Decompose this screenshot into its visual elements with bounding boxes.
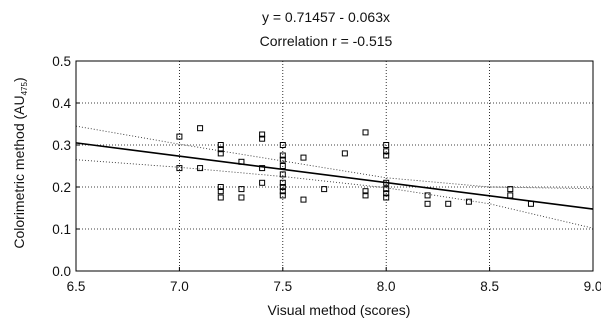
data-point bbox=[383, 179, 390, 186]
data-point bbox=[197, 125, 204, 132]
y-tick-label: 0.4 bbox=[52, 96, 71, 111]
data-point bbox=[424, 192, 431, 199]
y-tick-label: 0.0 bbox=[52, 264, 71, 279]
data-point bbox=[362, 192, 369, 199]
data-point bbox=[383, 142, 390, 148]
chart-title-equation: y = 0.71457 - 0.063x bbox=[262, 9, 390, 25]
data-point bbox=[217, 150, 224, 157]
y-tick-label: 0.3 bbox=[52, 138, 71, 153]
data-point bbox=[279, 142, 286, 148]
data-point bbox=[300, 154, 307, 161]
data-point bbox=[383, 186, 390, 193]
y-tick-label: 0.5 bbox=[52, 54, 71, 69]
data-point bbox=[197, 165, 204, 172]
x-tick-label: 8.5 bbox=[480, 279, 499, 294]
confidence-band bbox=[75, 125, 594, 229]
data-point bbox=[279, 192, 286, 199]
data-point bbox=[217, 142, 224, 148]
x-tick-label: 8.0 bbox=[377, 279, 396, 294]
data-point bbox=[527, 200, 534, 207]
y-axis-label-main: Colorimetric method (AU bbox=[11, 95, 27, 248]
x-tick-label: 6.5 bbox=[67, 279, 86, 294]
x-tick-label: 7.0 bbox=[170, 279, 189, 294]
x-tick-label: 9.0 bbox=[584, 279, 601, 294]
data-point bbox=[383, 194, 390, 201]
data-point bbox=[321, 186, 328, 193]
data-point bbox=[176, 165, 183, 172]
plot-frame bbox=[75, 60, 594, 272]
data-points bbox=[176, 125, 534, 207]
data-point bbox=[445, 200, 452, 207]
grid-lines bbox=[76, 61, 593, 271]
data-point bbox=[238, 158, 245, 165]
x-axis-label: Visual method (scores) bbox=[268, 302, 411, 318]
y-axis-label-close: ) bbox=[11, 77, 27, 82]
data-point bbox=[383, 190, 390, 197]
data-point bbox=[238, 194, 245, 201]
data-point bbox=[383, 148, 390, 155]
data-point bbox=[259, 165, 266, 172]
data-point bbox=[507, 186, 514, 193]
y-axis-label: Colorimetric method (AU475) bbox=[11, 77, 29, 248]
data-point bbox=[238, 186, 245, 193]
x-axis-ticks: 6.5 7.0 7.5 8.0 8.5 9.0 bbox=[67, 267, 601, 294]
data-point bbox=[259, 135, 266, 142]
data-point bbox=[217, 194, 224, 201]
data-point bbox=[341, 150, 348, 157]
data-point bbox=[279, 152, 286, 159]
data-point bbox=[259, 131, 266, 138]
data-point bbox=[383, 152, 390, 159]
data-point bbox=[217, 188, 224, 195]
data-point bbox=[279, 156, 286, 163]
confidence-band-upper bbox=[75, 125, 594, 190]
data-point bbox=[217, 146, 224, 153]
data-point bbox=[424, 200, 431, 207]
y-tick-label: 0.2 bbox=[52, 180, 71, 195]
data-point bbox=[279, 184, 286, 190]
chart-title-correlation: Correlation r = -0.515 bbox=[260, 33, 393, 49]
data-point bbox=[176, 133, 183, 140]
regression-line-group bbox=[75, 142, 594, 210]
data-point bbox=[300, 196, 307, 203]
data-point bbox=[465, 198, 472, 205]
data-point bbox=[259, 179, 266, 186]
data-point bbox=[362, 129, 369, 136]
y-tick-label: 0.1 bbox=[52, 222, 71, 237]
x-tick-label: 7.5 bbox=[273, 279, 292, 294]
data-point bbox=[279, 163, 286, 169]
data-point bbox=[279, 171, 286, 178]
data-point bbox=[279, 188, 286, 195]
y-axis-ticks: 0.0 0.1 0.2 0.3 0.4 0.5 bbox=[52, 54, 80, 279]
data-point bbox=[279, 179, 286, 186]
regression-line bbox=[75, 142, 594, 210]
data-point bbox=[362, 188, 369, 195]
confidence-band-lower bbox=[75, 159, 594, 229]
data-point bbox=[507, 192, 514, 199]
data-point bbox=[217, 184, 224, 190]
y-axis-label-subscript: 475 bbox=[20, 81, 29, 95]
